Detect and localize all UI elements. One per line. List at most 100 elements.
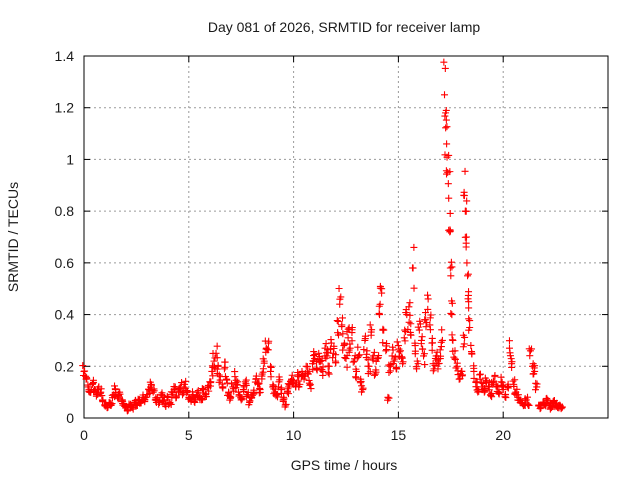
data-point: [361, 335, 369, 343]
data-point: [410, 284, 418, 292]
data-point: [445, 151, 453, 159]
data-point: [274, 393, 282, 401]
data-point: [408, 264, 416, 272]
y-tick-label: 1.4: [55, 48, 75, 64]
x-tick-label: 0: [80, 427, 88, 443]
data-point: [386, 367, 394, 375]
data-point: [265, 337, 273, 345]
data-point: [323, 352, 331, 360]
data-point: [399, 358, 407, 366]
data-point: [111, 382, 119, 390]
data-point: [415, 326, 423, 334]
data-point: [451, 347, 459, 355]
data-point: [330, 342, 338, 350]
data-point: [343, 363, 351, 371]
data-point: [232, 384, 240, 392]
x-tick-label: 15: [391, 427, 407, 443]
data-point: [443, 123, 451, 131]
data-point: [305, 367, 313, 375]
data-point: [242, 376, 250, 384]
data-point: [420, 350, 428, 358]
data-point: [166, 399, 174, 407]
data-point: [453, 359, 461, 367]
data-point: [370, 371, 378, 379]
data-point: [190, 397, 198, 405]
data-point: [410, 243, 418, 251]
y-tick-label: 0.4: [55, 307, 75, 323]
data-point: [283, 387, 291, 395]
data-point: [390, 355, 398, 363]
chart-title: Day 081 of 2026, SRMTID for receiver lam…: [208, 19, 481, 35]
data-point: [121, 402, 129, 410]
data-point: [532, 386, 540, 394]
data-point: [128, 404, 136, 412]
data-point: [315, 349, 323, 357]
data-point: [465, 315, 473, 323]
data-point: [163, 392, 171, 400]
data-point: [497, 373, 505, 381]
data-point: [442, 106, 450, 114]
data-point: [345, 348, 353, 356]
data-point: [106, 400, 114, 408]
data-point: [511, 376, 519, 384]
data-point: [441, 91, 449, 99]
data-point: [325, 370, 333, 378]
data-point: [306, 381, 314, 389]
data-point: [351, 355, 359, 363]
data-point: [85, 388, 93, 396]
data-point: [332, 351, 340, 359]
data-point: [422, 323, 430, 331]
plot-frame: [83, 55, 609, 419]
data-point: [250, 390, 258, 398]
data-point: [276, 376, 284, 384]
x-tick-label: 5: [185, 427, 193, 443]
data-point: [426, 314, 434, 322]
data-point: [292, 382, 300, 390]
data-point: [358, 388, 366, 396]
data-point: [413, 365, 421, 373]
data-point: [111, 393, 119, 401]
y-tick-label: 1: [66, 151, 74, 167]
data-point: [470, 364, 478, 372]
data-point: [348, 337, 356, 345]
data-point: [530, 370, 538, 378]
data-point: [421, 361, 429, 369]
data-point: [324, 362, 332, 370]
data-point: [147, 381, 155, 389]
data-point: [202, 393, 210, 401]
data-point: [467, 341, 475, 349]
data-point: [406, 311, 414, 319]
x-axis-label: GPS time / hours: [291, 457, 398, 473]
data-point: [393, 338, 401, 346]
data-point: [335, 331, 343, 339]
data-point: [323, 349, 331, 357]
data-point: [435, 359, 443, 367]
data-point: [333, 317, 341, 325]
data-point: [343, 328, 351, 336]
data-point: [372, 366, 380, 374]
data-point: [375, 309, 383, 317]
data-point: [385, 368, 393, 376]
data-point: [543, 394, 551, 402]
data-point: [417, 340, 425, 348]
data-point: [447, 309, 455, 317]
data-point: [389, 360, 397, 368]
data-point: [437, 343, 445, 351]
data-point: [397, 354, 405, 362]
data-point: [428, 346, 436, 354]
data-point: [481, 384, 489, 392]
data-point: [492, 382, 500, 390]
data-point: [90, 387, 98, 395]
data-point: [318, 366, 326, 374]
data-point: [447, 258, 455, 266]
data-point: [336, 295, 344, 303]
data-point: [354, 353, 362, 361]
data-point: [405, 303, 413, 311]
data-point: [401, 326, 409, 334]
data-point: [258, 375, 266, 383]
data-point: [382, 342, 390, 350]
data-point: [369, 356, 377, 364]
data-point: [389, 346, 397, 354]
data-point: [186, 395, 194, 403]
